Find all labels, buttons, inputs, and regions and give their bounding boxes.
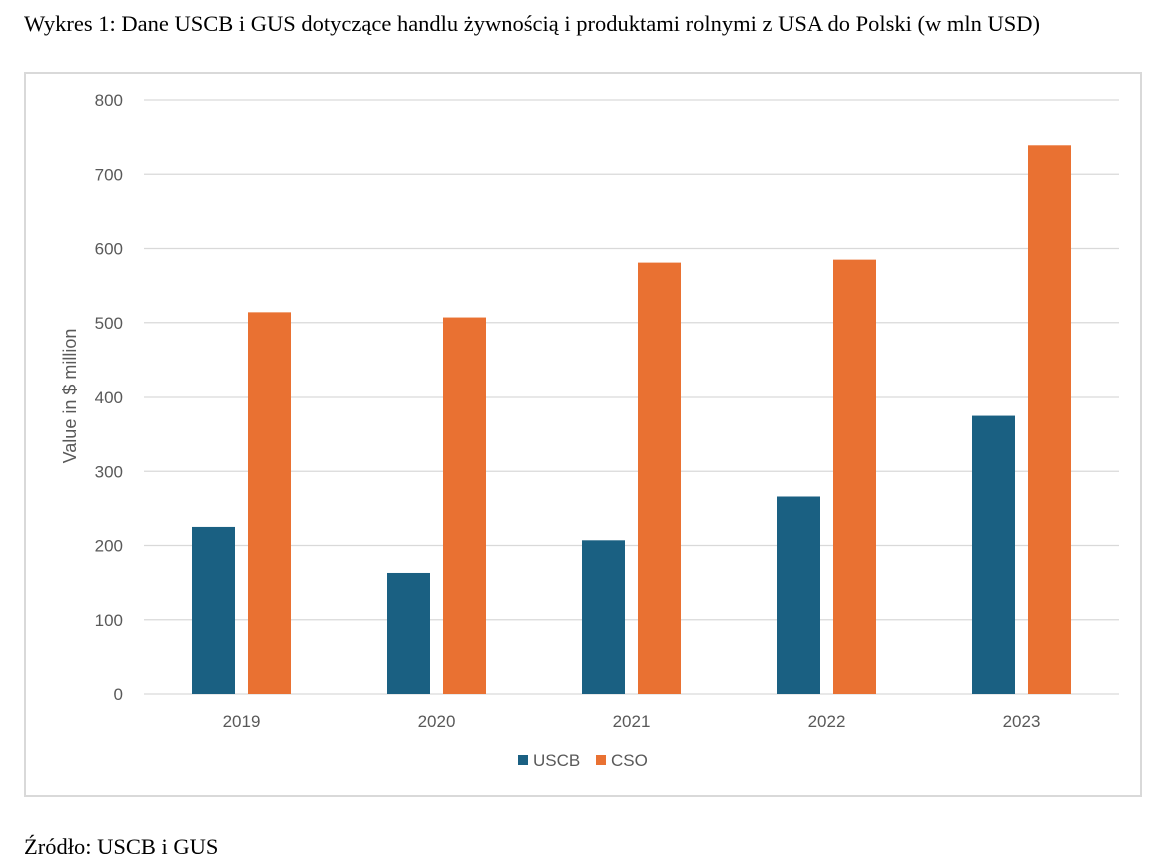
- legend-label-uscb: USCB: [533, 751, 580, 770]
- bar-uscb-2019: [192, 526, 235, 694]
- legend-swatch-cso: [596, 755, 606, 765]
- y-tick-700: 700: [95, 165, 123, 184]
- bar-cso-2020: [443, 317, 486, 694]
- figure-caption: Wykres 1: Dane USCB i GUS dotyczące hand…: [24, 11, 1041, 36]
- x-tick-2022: 2022: [808, 712, 846, 731]
- bar-cso-2022: [833, 259, 876, 694]
- y-tick-200: 200: [95, 537, 123, 556]
- chart-frame: 0 100 200 300 400 500 600 700 800 2019 2020 2021 20…: [24, 72, 1142, 797]
- x-tick-2019: 2019: [223, 712, 261, 731]
- bar-uscb-2020: [387, 572, 430, 694]
- y-tick-500: 500: [95, 314, 123, 333]
- bar-uscb-2023: [972, 415, 1015, 694]
- bar-uscb-2021: [582, 540, 625, 694]
- bars: [192, 145, 1071, 695]
- x-tick-2023: 2023: [1003, 712, 1041, 731]
- y-tick-labels: 0 100 200 300 400 500 600 700 800: [95, 91, 123, 704]
- bar-cso-2021: [638, 262, 681, 694]
- x-tick-labels: 2019 2020 2021 2022 2023: [223, 712, 1041, 731]
- y-tick-300: 300: [95, 462, 123, 481]
- bar-cso-2019: [248, 312, 291, 694]
- x-tick-2021: 2021: [613, 712, 651, 731]
- bar-uscb-2022: [777, 496, 820, 694]
- y-tick-600: 600: [95, 240, 123, 259]
- x-tick-2020: 2020: [418, 712, 456, 731]
- gridlines: [144, 99, 1119, 695]
- legend: USCB CSO: [518, 751, 648, 770]
- y-tick-100: 100: [95, 611, 123, 630]
- y-tick-0: 0: [114, 685, 123, 704]
- y-tick-400: 400: [95, 388, 123, 407]
- bar-cso-2023: [1028, 145, 1071, 695]
- source-note: Źródło: USCB i GUS: [24, 834, 219, 859]
- y-tick-800: 800: [95, 91, 123, 110]
- legend-swatch-uscb: [518, 755, 528, 765]
- y-axis-label: Value in $ million: [60, 329, 80, 464]
- legend-label-cso: CSO: [611, 751, 648, 770]
